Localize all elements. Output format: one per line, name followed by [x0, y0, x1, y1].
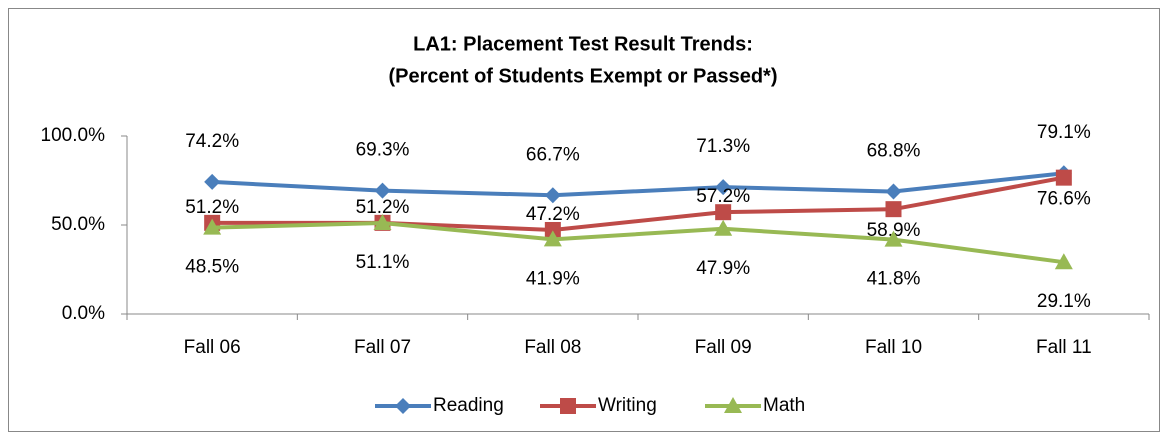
data-label: 68.8%	[867, 141, 921, 162]
chart-title: LA1: Placement Test Result Trends:	[413, 33, 753, 55]
x-tick-label: Fall 10	[865, 337, 922, 358]
legend-marker	[395, 398, 411, 414]
x-tick-label: Fall 07	[354, 337, 411, 358]
data-point	[884, 230, 903, 247]
y-tick-label: 0.0%	[62, 303, 105, 324]
data-label: 74.2%	[185, 131, 239, 152]
x-tick-label: Fall 06	[184, 337, 241, 358]
legend-label: Writing	[598, 395, 657, 416]
data-label: 51.1%	[356, 252, 410, 273]
legend-label: Math	[763, 395, 805, 416]
data-point	[1054, 253, 1073, 270]
x-tick-label: Fall 11	[1036, 337, 1092, 358]
data-point	[203, 218, 222, 235]
data-label: 51.2%	[356, 197, 410, 218]
data-point	[204, 173, 221, 190]
chart-border	[8, 8, 1160, 432]
data-point	[373, 214, 392, 231]
series-line	[212, 221, 1065, 265]
data-label: 71.3%	[696, 136, 750, 157]
x-tick-label: Fall 08	[524, 337, 581, 358]
data-label: 58.9%	[867, 220, 921, 241]
data-label: 51.2%	[185, 197, 239, 218]
data-label: 47.2%	[526, 204, 580, 225]
y-tick-label: 100.0%	[41, 125, 106, 146]
data-point	[544, 221, 561, 238]
data-point	[715, 204, 732, 221]
legend-marker	[724, 397, 742, 413]
data-point	[714, 219, 733, 236]
chart-title: (Percent of Students Exempt or Passed*)	[389, 65, 778, 87]
data-point	[885, 201, 902, 218]
data-label: 41.9%	[526, 268, 580, 289]
data-label: 76.6%	[1037, 189, 1091, 210]
data-label: 69.3%	[356, 140, 410, 161]
data-point	[544, 187, 561, 204]
legend-marker	[560, 398, 576, 414]
data-point	[543, 230, 562, 247]
y-tick-label: 50.0%	[51, 214, 105, 235]
data-label: 47.9%	[696, 258, 750, 279]
data-point	[374, 182, 391, 199]
data-label: 29.1%	[1037, 291, 1091, 312]
data-label: 48.5%	[185, 257, 239, 278]
series-line	[212, 171, 1065, 198]
data-label: 57.2%	[696, 186, 750, 207]
legend-label: Reading	[433, 395, 504, 416]
data-label: 79.1%	[1037, 122, 1091, 143]
data-point	[885, 183, 902, 200]
data-label: 41.8%	[867, 269, 921, 290]
data-point	[715, 179, 732, 196]
data-label: 66.7%	[526, 144, 580, 165]
data-point	[1055, 169, 1072, 186]
x-tick-label: Fall 09	[695, 337, 752, 358]
